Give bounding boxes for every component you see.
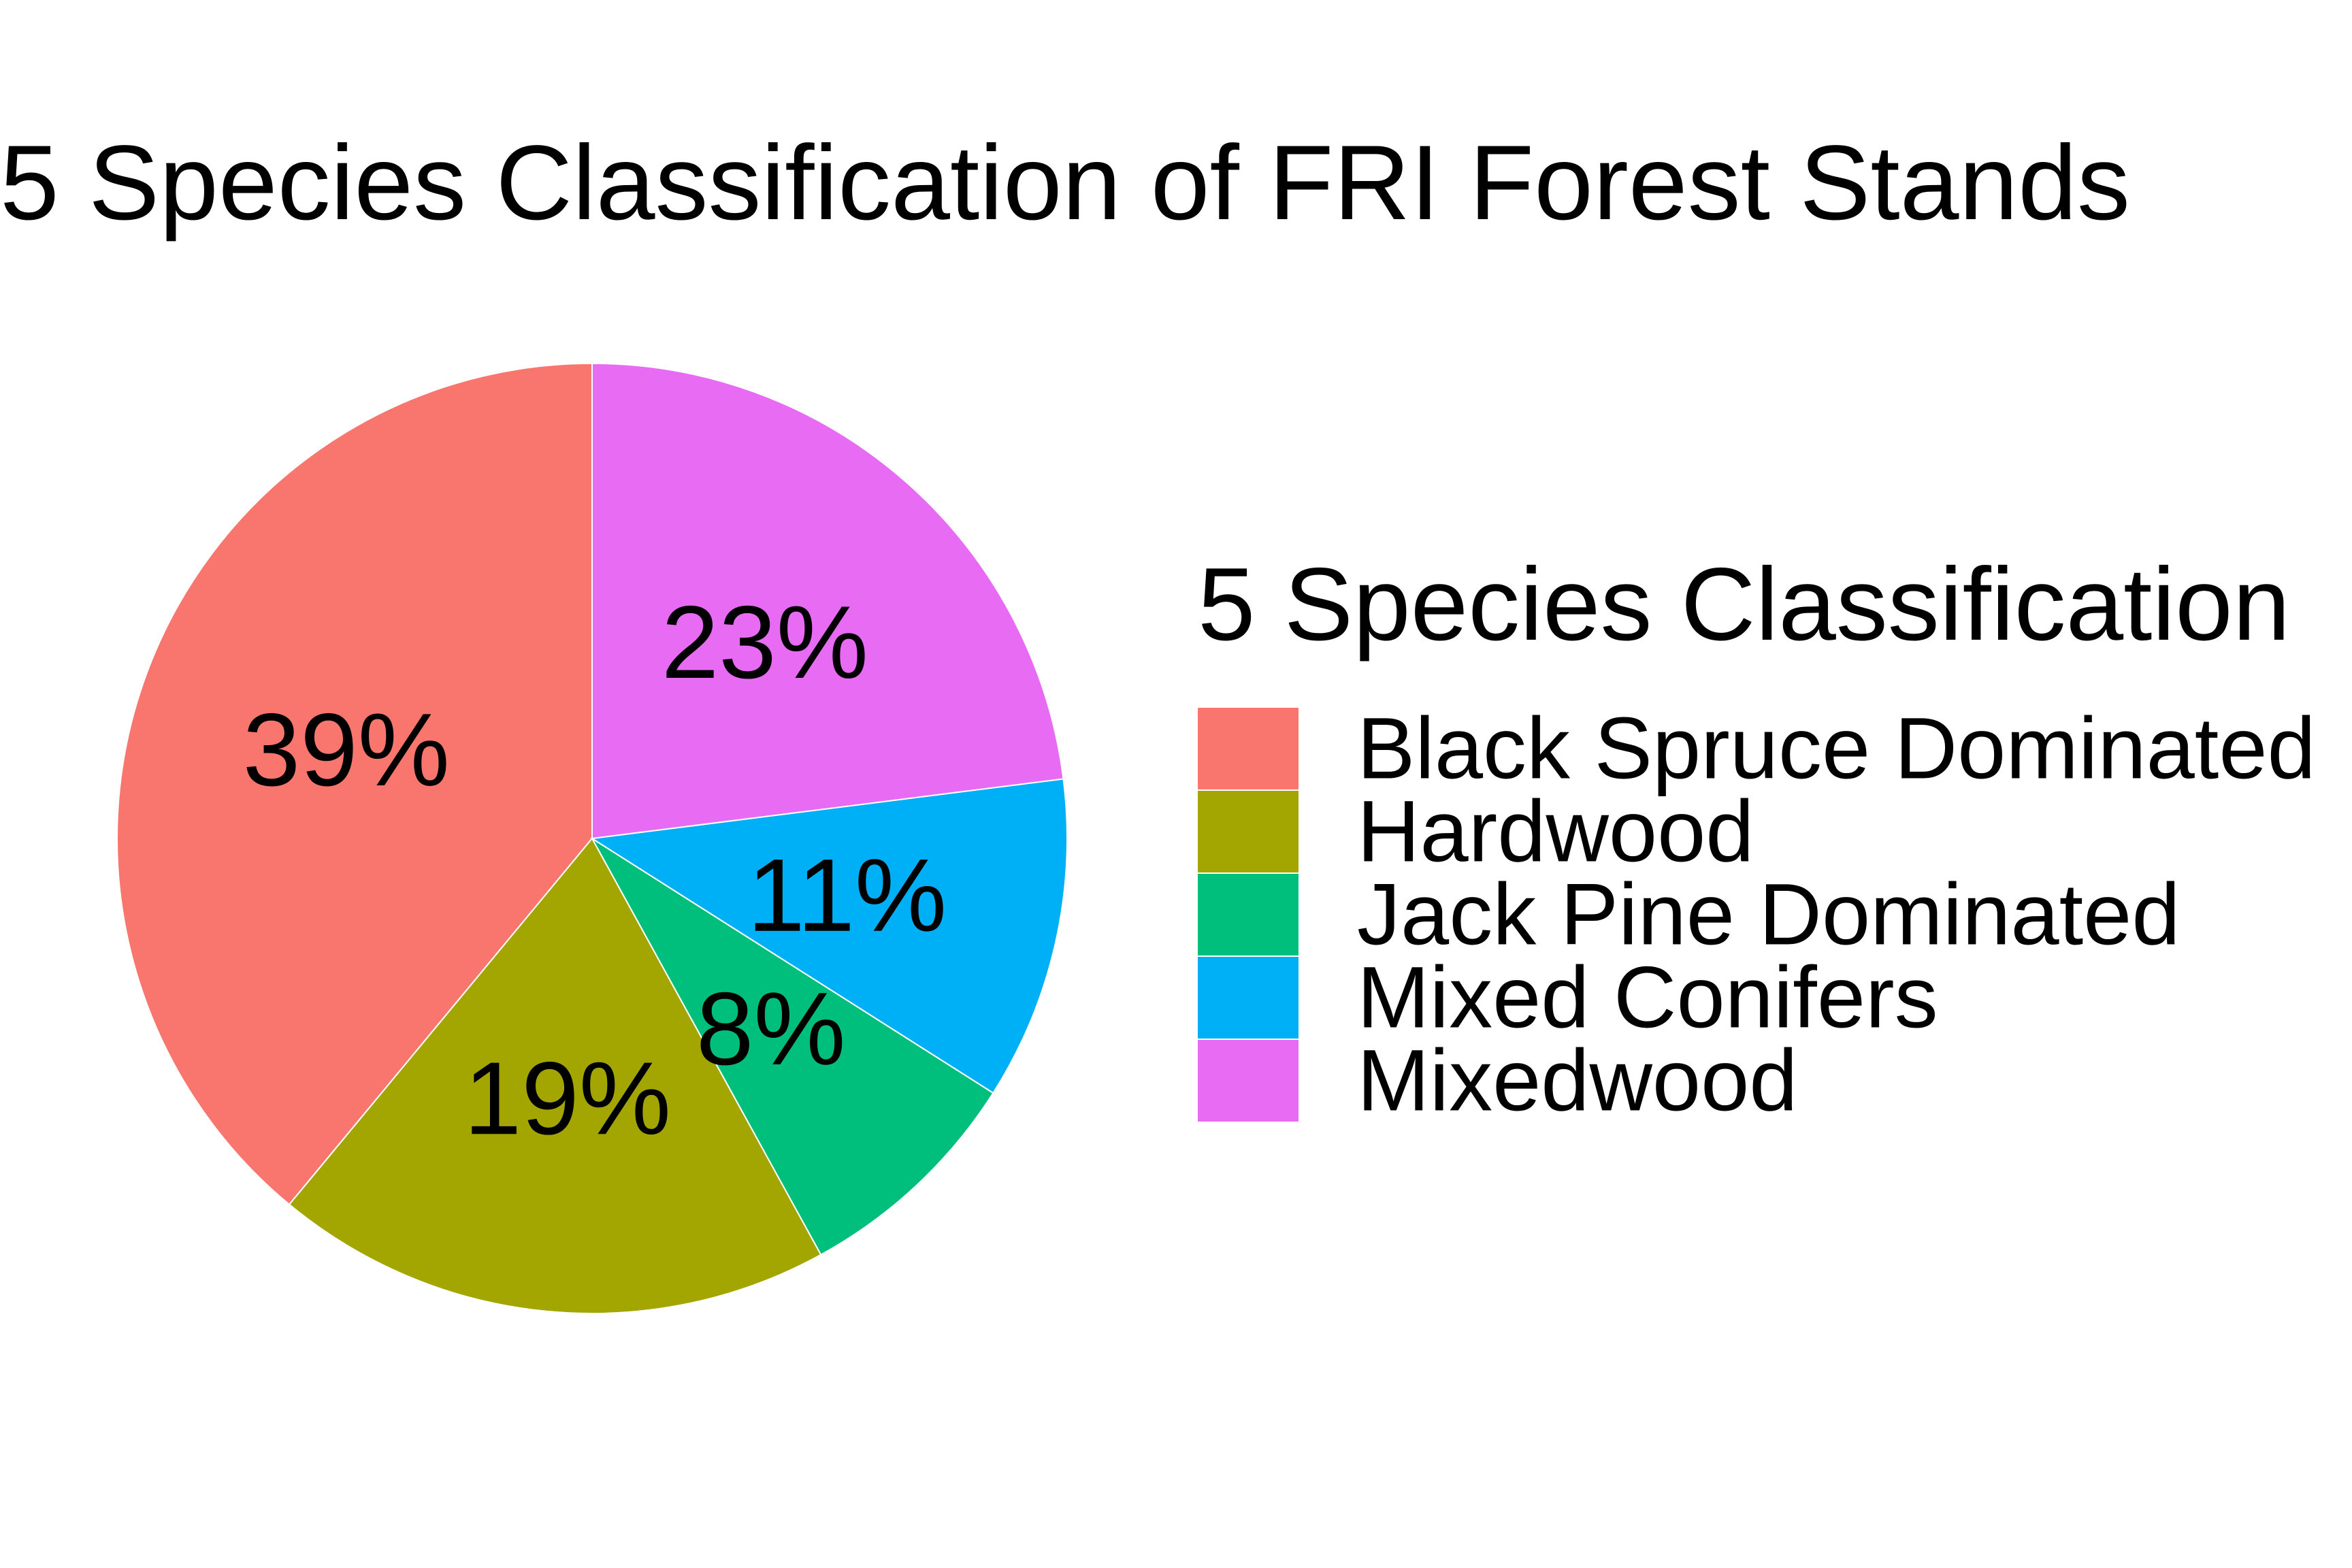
legend-label: Black Spruce Dominated xyxy=(1357,700,2316,798)
legend-swatch xyxy=(1198,1040,1298,1122)
legend-swatch xyxy=(1198,708,1298,789)
legend-label: Mixed Conifers xyxy=(1357,949,1938,1047)
pie-slice-mixedwood xyxy=(591,362,1064,840)
chart-title: 5 Species Classification of FRI Forest S… xyxy=(0,124,2130,242)
pie-slice-labels: 39% 19%8% 11% 23% xyxy=(243,585,947,1156)
legend-label: Hardwood xyxy=(1357,783,1754,881)
pie-slice-black-spruce-dominated xyxy=(116,362,593,1206)
pie-slice-label: 19% xyxy=(464,1041,671,1156)
pie-slice-hardwood xyxy=(288,837,822,1314)
legend: 5 Species Classification Black Spruce Do… xyxy=(1198,546,2316,1130)
pie-slice-label: 39% xyxy=(243,692,450,808)
pie-slice-mixed-conifers xyxy=(590,778,1068,1094)
legend-label: Mixedwood xyxy=(1357,1032,1797,1130)
pie-slice-label: 23% xyxy=(662,585,868,700)
pie-slice-jack-pine-dominated xyxy=(591,838,994,1256)
legend-swatch xyxy=(1198,957,1298,1039)
legend-swatch xyxy=(1198,874,1298,956)
pie-slices xyxy=(116,362,1068,1314)
pie-slice-label: 11% xyxy=(747,838,947,953)
legend-label: Jack Pine Dominated xyxy=(1357,866,2180,964)
legend-swatch xyxy=(1198,791,1298,872)
legend-title: 5 Species Classification xyxy=(1198,546,2290,662)
pie-slice-label: 8% xyxy=(696,971,846,1087)
